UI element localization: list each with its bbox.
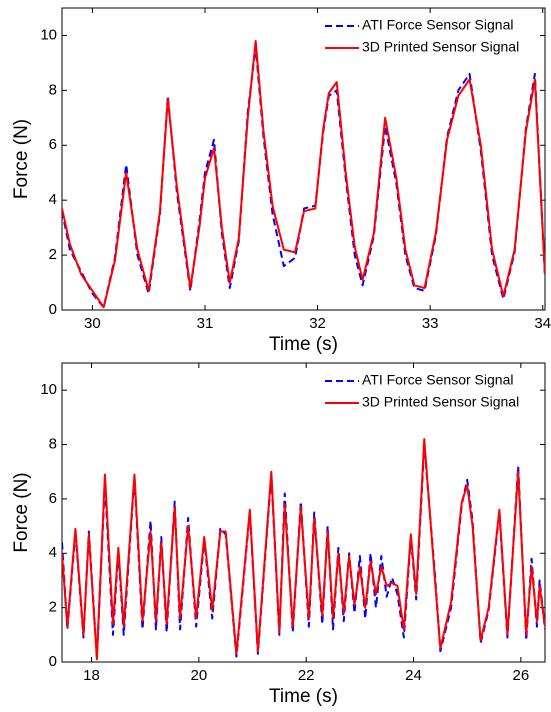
y-tick-label: 10 <box>40 26 57 43</box>
x-tick-label: 30 <box>84 315 101 332</box>
y-tick-label: 6 <box>49 490 57 507</box>
y-tick-label: 10 <box>40 381 57 398</box>
x-tick-label: 22 <box>298 667 315 684</box>
y-axis-label: Force (N) <box>11 472 32 552</box>
x-tick-label: 32 <box>309 315 326 332</box>
y-tick-label: 2 <box>49 246 57 263</box>
x-tick-label: 24 <box>405 667 422 684</box>
y-tick-label: 6 <box>49 136 57 153</box>
y-tick-label: 0 <box>49 653 57 670</box>
y-tick-label: 2 <box>49 599 57 616</box>
x-axis-label: Time (s) <box>269 686 338 707</box>
x-tick-label: 34 <box>534 315 551 332</box>
data-line <box>62 438 545 661</box>
y-tick-label: 4 <box>49 544 57 561</box>
x-tick-label: 33 <box>422 315 439 332</box>
y-tick-label: 8 <box>49 81 57 98</box>
x-tick-label: 18 <box>83 667 100 684</box>
x-axis-label: Time (s) <box>269 334 338 355</box>
legend-label: 3D Printed Sensor Signal <box>362 39 519 55</box>
data-line <box>62 39 545 309</box>
axes-box <box>61 7 546 311</box>
y-tick-label: 8 <box>49 436 57 453</box>
legend-label: ATI Force Sensor Signal <box>362 17 513 33</box>
data-line <box>62 45 545 309</box>
x-tick-label: 26 <box>513 667 530 684</box>
x-tick-label: 31 <box>197 315 214 332</box>
x-tick-label: 20 <box>191 667 208 684</box>
legend-label: 3D Printed Sensor Signal <box>362 394 519 410</box>
y-tick-label: 0 <box>49 301 57 318</box>
legend-label: ATI Force Sensor Signal <box>362 372 513 388</box>
y-tick-label: 4 <box>49 191 57 208</box>
y-axis-label: Force (N) <box>11 119 32 199</box>
subplot: 0 2 4 6 8 10 30 31 32 33 34 Time (s) Force (N) ATI Fo… <box>11 7 551 355</box>
